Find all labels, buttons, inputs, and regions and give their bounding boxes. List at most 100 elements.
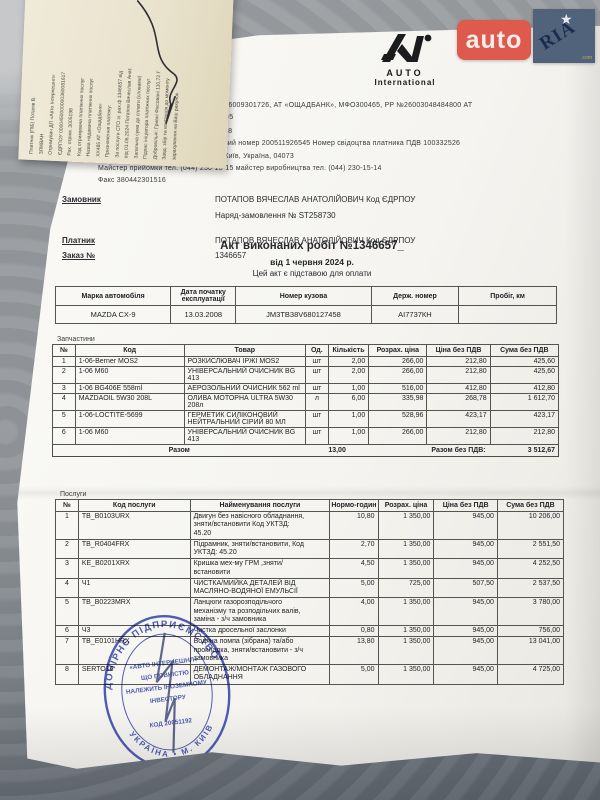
column-header: Найменування послуги [189,499,331,512]
table-cell: 6 [52,427,76,445]
table-cell: 412,80 [426,383,491,394]
header-registration-line: вий номер 200511926545 Номер свідоцтва п… [224,140,461,147]
table-cell: JM3TB38V680127458 [235,305,372,324]
table-row: 6 Ч3 Чистка дросельної заслонки 0,80 1 350,0… [55,624,565,638]
table-cell: 945,00 [433,558,498,579]
table-cell: Підрамник, зняти/встановити, Код УКТЗД: … [189,538,331,560]
parts-section-label: Запчастини [57,336,95,343]
table-cell: 1-06 M60 [74,427,185,445]
signature-stroke [155,632,176,753]
table-cell: 266,00 [368,427,428,445]
table-cell: 1-06-LOCTITE-5699 [74,410,185,428]
table-cell: KE_B0201XRX [77,558,191,579]
table-row: 2 TB_R0404FRX Підрамник, зняти/встановити,… [55,538,565,560]
table-cell: 3 [52,383,76,394]
autoria-watermark-auto-badge: auto [457,20,531,60]
column-header: Од. [304,344,329,357]
stamp-center-line: НАЛЕЖИТЬ ІНОЗЕМНОМУ [126,679,208,696]
table-cell: 725,00 [377,577,435,599]
header-line-98: 98 [224,128,233,135]
table-cell: 4,50 [329,558,379,579]
table-cell: TB_E0101HRX [77,636,191,665]
table-cell: Ч1 [77,577,191,599]
table-cell: л [304,393,329,411]
table-cell: 1 350,00 [377,624,435,638]
table-cell: 425,60 [489,366,560,384]
autoria-domain-label: .com [581,55,592,61]
table-cell: 5,00 [329,577,379,599]
stamp-center-line: КОД 20051192 [149,717,193,729]
header-phones-line: Майстер прийомки тел. (044) 230-15-15 ма… [98,165,382,172]
table-cell: АІ7737КН [370,305,460,324]
auto-international-logo: AUTO International [335,32,475,87]
table-cell: 212,80 [489,427,560,445]
parts-total-qty: 13,00 [328,447,346,454]
vehicle-table: Марка автомобіля Дата початку експлуатац… [54,286,557,324]
table-cell: 4,00 [329,597,379,626]
table-cell: 2 [52,366,76,384]
stapled-payment-receipt: Платник (ПІБ) Потапів В. ЗЛІКВАН Отримувач… [18,0,234,169]
table-cell: 2,00 [327,356,370,367]
header-fax-line: Факс 380442301516 [98,177,166,184]
table-cell: 13.03.2008 [170,305,237,324]
order-ref: Наряд-замовлення № ST258730 [215,211,336,220]
autoria-ria-label: RIA [536,16,580,55]
table-row: 6 1-06 M60 УНІВЕРСАЛЬНИЙ ОЧИСНИК BG 413 шт 1… [52,427,560,445]
table-cell: 1-06-Berner MOS2 [74,356,185,367]
column-header: Держ. номер [370,286,460,306]
customer-label: Замовник [62,195,101,204]
autoria-watermark-ria-badge: ★ RIA .com [533,9,595,63]
column-header: Сума без ПДВ [496,499,565,512]
table-cell: шт [304,383,329,394]
column-header: Дата початку експлуатації [170,286,237,306]
table-cell: 507,50 [433,577,498,599]
column-header: Код послуги [77,499,191,512]
table-cell: 212,80 [426,427,491,445]
table-cell: 1 612,70 [489,393,560,411]
table-cell: 1 350,00 [377,538,435,560]
customer-value: ПОТАПОВ ВЯЧЕСЛАВ АНАТОЛІЙОВИЧ Код ЄДРПОУ [215,195,416,204]
table-cell: УНІВЕРСАЛЬНИЙ ОЧИСНИК BG 413 [183,366,306,384]
order-no-label: Заказ № [62,251,96,260]
vendor-name: AUTO [386,68,424,78]
table-cell: АЕРОЗОЛЬНИЙ ОЧИСНИК 562 ml [183,383,306,394]
parts-total-label: Разом [168,447,190,454]
header-bank-line: 00026009301726, АТ «ОЩАДБАНК», МФО300465… [212,102,473,109]
autoria-auto-label: auto [465,25,523,54]
column-header: Товар [183,344,306,357]
table-cell: 945,00 [433,624,498,638]
table-cell: шт [304,427,329,445]
table-cell: Ланцюги газорозподільчого механізму та р… [189,597,331,626]
table-cell: 4 725,00 [496,664,565,685]
table-cell: 1 [52,356,76,367]
document-note: Цей акт є підставою для оплати [252,269,372,278]
column-header: Ціна без ПДВ [433,499,498,512]
table-cell: 266,00 [368,366,428,384]
vehicle-header-row: Марка автомобіля Дата початку експлуатац… [54,286,557,306]
table-cell: 13 041,00 [496,636,565,665]
table-cell: ОЛИВА МОТОРНА ULTRA 5W30 208л [183,393,306,411]
services-table: № Код послуги Найменування послуги Нормо… [55,499,565,685]
column-header: Нормо-годин [329,499,379,512]
table-cell: 1 350,00 [377,597,435,626]
table-cell: 1 350,00 [377,558,435,579]
table-row: 3 KE_B0201XRX Кришка мех-му ГРМ ,зняти/вст… [55,558,565,579]
document-title: Акт виконаних робіт №1346657_ [220,240,404,252]
table-cell: 945,00 [433,664,498,685]
column-header: № [52,344,76,357]
table-cell: 2,00 [327,366,370,384]
vendor-subtitle: International [374,78,436,87]
payer-value: ПОТАПОВ ВЯЧЕСЛАВ АНАТОЛІЙОВИЧ Код ЄДРПОУ [215,236,416,245]
table-cell: ГЕРМЕТИК СИЛІКОНОВИЙ НЕЙТРАЛЬНИЙ СІРИЙ 8… [183,410,306,428]
table-cell: 945,00 [433,538,498,560]
table-cell: 2 551,50 [496,538,565,560]
star-icon: ★ [560,11,573,27]
spacer-cell [369,445,427,457]
parts-table: № Код Товар Од. Кількість Розрах. ціна Ц… [52,344,560,457]
document-date: від 1 червня 2024 р. [270,257,354,267]
table-cell: 5 [52,410,76,428]
table-cell: MAZDAOIL 5W30 208L [74,393,185,411]
table-cell: 10,80 [329,511,379,540]
table-cell: TB_R0404FRX [77,538,191,560]
